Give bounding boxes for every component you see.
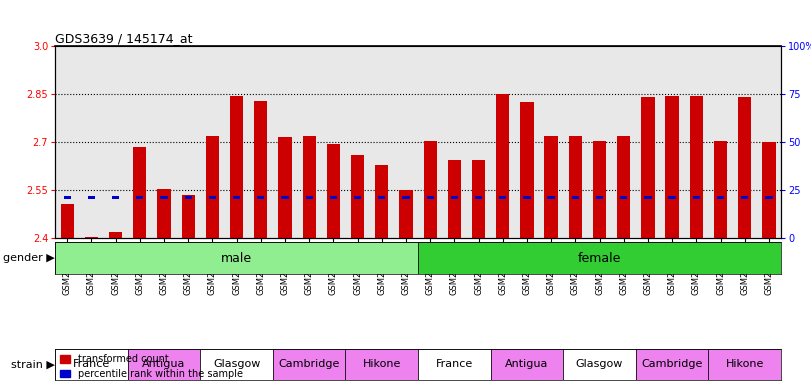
- Bar: [547, 196, 555, 199]
- Bar: [496, 94, 509, 238]
- Bar: [693, 196, 700, 199]
- Legend: transformed count, percentile rank within the sample: transformed count, percentile rank withi…: [60, 354, 242, 379]
- Bar: [448, 160, 461, 238]
- Bar: [133, 147, 147, 238]
- Bar: [345, 349, 418, 380]
- Text: Glasgow: Glasgow: [576, 359, 623, 369]
- Bar: [423, 141, 437, 238]
- Bar: [717, 196, 724, 199]
- Bar: [281, 196, 289, 199]
- Bar: [354, 196, 361, 199]
- Bar: [399, 190, 413, 238]
- Bar: [206, 136, 219, 238]
- Bar: [402, 196, 410, 199]
- Bar: [128, 349, 200, 380]
- Bar: [257, 196, 264, 199]
- Bar: [182, 195, 195, 238]
- Bar: [418, 349, 491, 380]
- Bar: [523, 196, 530, 199]
- Bar: [375, 165, 388, 238]
- Bar: [88, 196, 95, 199]
- Text: France: France: [73, 359, 110, 369]
- Bar: [55, 349, 128, 380]
- Bar: [544, 136, 558, 238]
- Text: female: female: [578, 252, 621, 265]
- Text: France: France: [436, 359, 473, 369]
- Bar: [636, 349, 709, 380]
- Bar: [303, 136, 315, 238]
- Bar: [521, 102, 534, 238]
- Bar: [161, 196, 168, 199]
- Bar: [61, 204, 74, 238]
- Text: Hikone: Hikone: [363, 359, 401, 369]
- Bar: [85, 237, 98, 238]
- Bar: [741, 196, 749, 199]
- Bar: [762, 142, 775, 238]
- Text: Cambridge: Cambridge: [278, 359, 340, 369]
- Text: male: male: [221, 252, 252, 265]
- Bar: [475, 196, 483, 199]
- Bar: [378, 196, 385, 199]
- Bar: [766, 196, 773, 199]
- Bar: [63, 196, 71, 199]
- Bar: [254, 101, 268, 238]
- Bar: [208, 196, 216, 199]
- Bar: [499, 196, 506, 199]
- Text: strain ▶: strain ▶: [11, 359, 55, 369]
- Bar: [569, 136, 582, 238]
- Bar: [330, 196, 337, 199]
- Bar: [418, 242, 781, 274]
- Text: Antigua: Antigua: [505, 359, 548, 369]
- Text: Cambridge: Cambridge: [642, 359, 703, 369]
- Bar: [112, 196, 119, 199]
- Bar: [709, 349, 781, 380]
- Bar: [427, 196, 434, 199]
- Text: GDS3639 / 145174_at: GDS3639 / 145174_at: [55, 32, 193, 45]
- Text: Glasgow: Glasgow: [213, 359, 260, 369]
- Bar: [563, 349, 636, 380]
- Bar: [327, 144, 340, 238]
- Bar: [472, 160, 485, 238]
- Bar: [200, 349, 272, 380]
- Bar: [185, 196, 192, 199]
- Bar: [642, 98, 654, 238]
- Bar: [278, 137, 292, 238]
- Bar: [233, 196, 240, 199]
- Bar: [109, 232, 122, 238]
- Bar: [273, 349, 345, 380]
- Bar: [596, 196, 603, 199]
- Bar: [157, 189, 170, 238]
- Bar: [572, 196, 579, 199]
- Bar: [451, 196, 458, 199]
- Text: Antigua: Antigua: [143, 359, 186, 369]
- Bar: [230, 96, 243, 238]
- Bar: [617, 136, 630, 238]
- Bar: [593, 141, 606, 238]
- Bar: [714, 141, 727, 238]
- Bar: [55, 242, 418, 274]
- Bar: [620, 196, 628, 199]
- Bar: [668, 196, 676, 199]
- Bar: [136, 196, 144, 199]
- Text: gender ▶: gender ▶: [3, 253, 55, 263]
- Bar: [644, 196, 651, 199]
- Bar: [351, 155, 364, 238]
- Bar: [666, 96, 679, 238]
- Bar: [491, 349, 564, 380]
- Bar: [738, 98, 751, 238]
- Bar: [689, 96, 703, 238]
- Text: Hikone: Hikone: [726, 359, 764, 369]
- Bar: [306, 196, 313, 199]
